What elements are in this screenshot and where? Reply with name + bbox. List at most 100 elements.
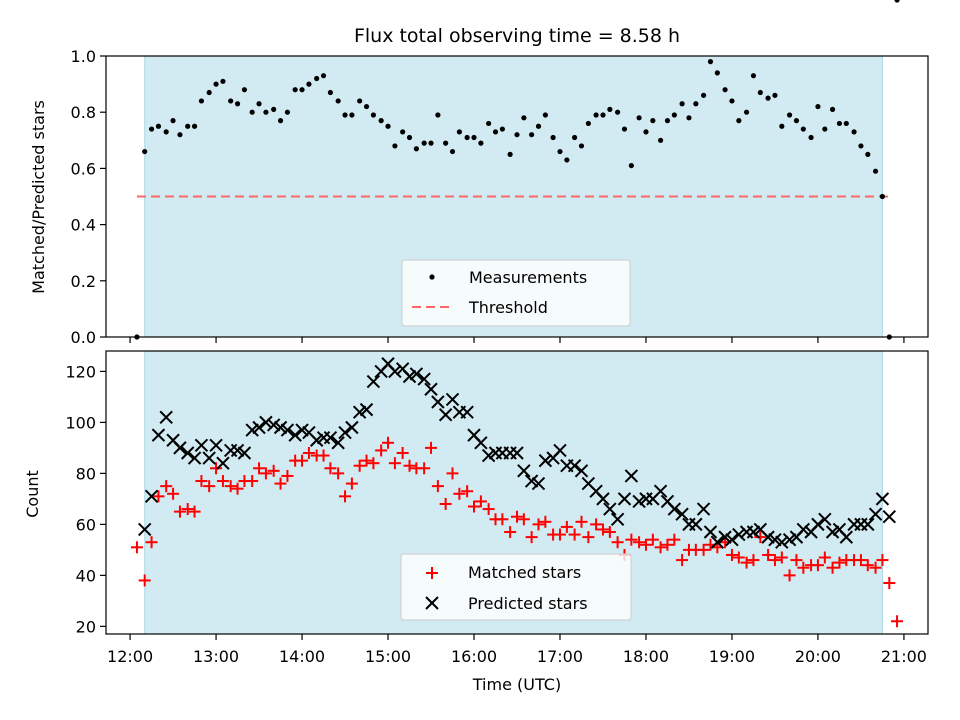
predicted-star-point — [417, 372, 431, 386]
measurement-point — [335, 98, 341, 104]
measurement-point — [894, 0, 900, 3]
matched-star-point — [854, 554, 867, 567]
x-axis-label: Time (UTC) — [472, 675, 561, 694]
measurement-point — [578, 143, 585, 149]
bottom-legend: Matched stars Predicted stars — [400, 553, 632, 621]
measurement-point — [406, 134, 413, 141]
xtick-label: 18:00 — [623, 647, 669, 666]
measurement-point — [686, 115, 692, 121]
measurement-point — [327, 89, 334, 96]
predicted-star-point — [388, 364, 402, 379]
predicted-star-point — [338, 425, 352, 440]
ratio-panel: 0.0 0.2 0.4 0.6 0.8 1.0 Matched/Predicted sta… — [29, 0, 929, 347]
predicted-star-point — [137, 522, 152, 537]
measurement-point — [822, 126, 828, 132]
predicted-star-point — [402, 369, 417, 384]
top-y-axis-label: Matched/Predicted stars — [29, 100, 48, 294]
matched-star-point — [891, 615, 904, 628]
measurement-point — [163, 129, 169, 135]
matched-star-point — [833, 556, 846, 569]
measurement-point — [471, 134, 477, 141]
bottom-ytick-label: 40 — [76, 566, 96, 585]
xtick-label: 16:00 — [451, 647, 497, 666]
matched-star-point — [883, 577, 896, 590]
predicted-star-point — [323, 430, 338, 445]
predicted-star-point — [266, 418, 281, 432]
matched-star-point — [231, 482, 244, 495]
matched-star-point — [396, 446, 409, 459]
measurement-point — [664, 118, 671, 124]
predicted-star-point — [245, 423, 259, 437]
xtick-label: 19:00 — [709, 647, 755, 666]
legend-matched-marker — [426, 567, 438, 579]
matched-star-point — [210, 462, 223, 475]
matched-star-point — [818, 551, 831, 564]
measurement-point — [213, 81, 219, 87]
matched-star-point — [160, 480, 173, 493]
predicted-star-point — [424, 382, 438, 396]
matched-star-point — [646, 533, 659, 546]
measurement-point — [628, 162, 634, 169]
measurement-point — [843, 120, 849, 127]
matched-star-point — [725, 548, 738, 561]
matched-star-point — [130, 541, 143, 554]
top-legend: Measurements Threshold — [401, 259, 631, 327]
legend-measurements-marker — [429, 274, 435, 280]
measurement-point — [800, 126, 806, 132]
measurement-point — [879, 193, 886, 200]
measurement-point — [220, 78, 226, 84]
matched-star-point — [461, 485, 474, 498]
predicted-star-point — [617, 492, 632, 506]
predicted-star-point — [431, 395, 445, 409]
matched-star-point — [345, 477, 358, 490]
matched-star-point — [296, 454, 309, 467]
predicted-star-point — [868, 507, 883, 521]
matched-star-point — [668, 533, 681, 546]
predicted-star-point — [710, 535, 725, 549]
bottom-legend-box — [400, 553, 632, 621]
xtick-label: 21:00 — [881, 647, 927, 666]
matched-star-point — [167, 487, 180, 500]
predicted-star-point — [718, 530, 732, 544]
matched-star-point — [439, 497, 452, 510]
predicted-star-point — [696, 502, 711, 516]
measurement-point — [256, 101, 262, 107]
predicted-star-point — [775, 535, 789, 549]
matched-star-point — [188, 505, 201, 518]
measurement-point — [621, 126, 628, 132]
measurement-point — [815, 103, 821, 110]
matched-star-point — [138, 574, 151, 587]
measurement-point — [206, 89, 212, 96]
measurement-point — [750, 73, 757, 79]
matched-star-point — [611, 536, 624, 549]
matched-star-point — [775, 551, 788, 564]
predicted-star-point — [875, 492, 890, 506]
matched-star-point — [740, 556, 753, 569]
matched-star-point — [654, 541, 667, 554]
matched-star-point — [869, 561, 882, 574]
matched-star-point — [603, 526, 616, 539]
measurement-point — [550, 134, 556, 141]
measurement-point — [851, 129, 857, 135]
measurement-point — [772, 92, 778, 98]
predicted-star-point — [603, 502, 617, 516]
measurement-point — [198, 98, 205, 104]
matched-star-point — [826, 561, 839, 574]
measurement-point — [714, 70, 720, 76]
top-ytick-label: 0.6 — [71, 159, 96, 178]
predicted-star-point — [173, 441, 187, 455]
measurement-point — [155, 123, 162, 129]
matched-star-point — [732, 551, 745, 564]
matched-star-point — [274, 477, 287, 490]
xtick-label: 12:00 — [107, 647, 153, 666]
matched-star-point — [375, 444, 388, 457]
measurement-point — [679, 101, 685, 107]
matched-star-point — [504, 526, 517, 539]
measurement-point — [564, 157, 570, 163]
matched-star-point — [697, 543, 710, 556]
measurement-point — [277, 118, 284, 124]
matched-star-point — [173, 505, 186, 518]
measurement-point — [234, 101, 241, 107]
bottom-ytick-label: 60 — [76, 515, 96, 534]
